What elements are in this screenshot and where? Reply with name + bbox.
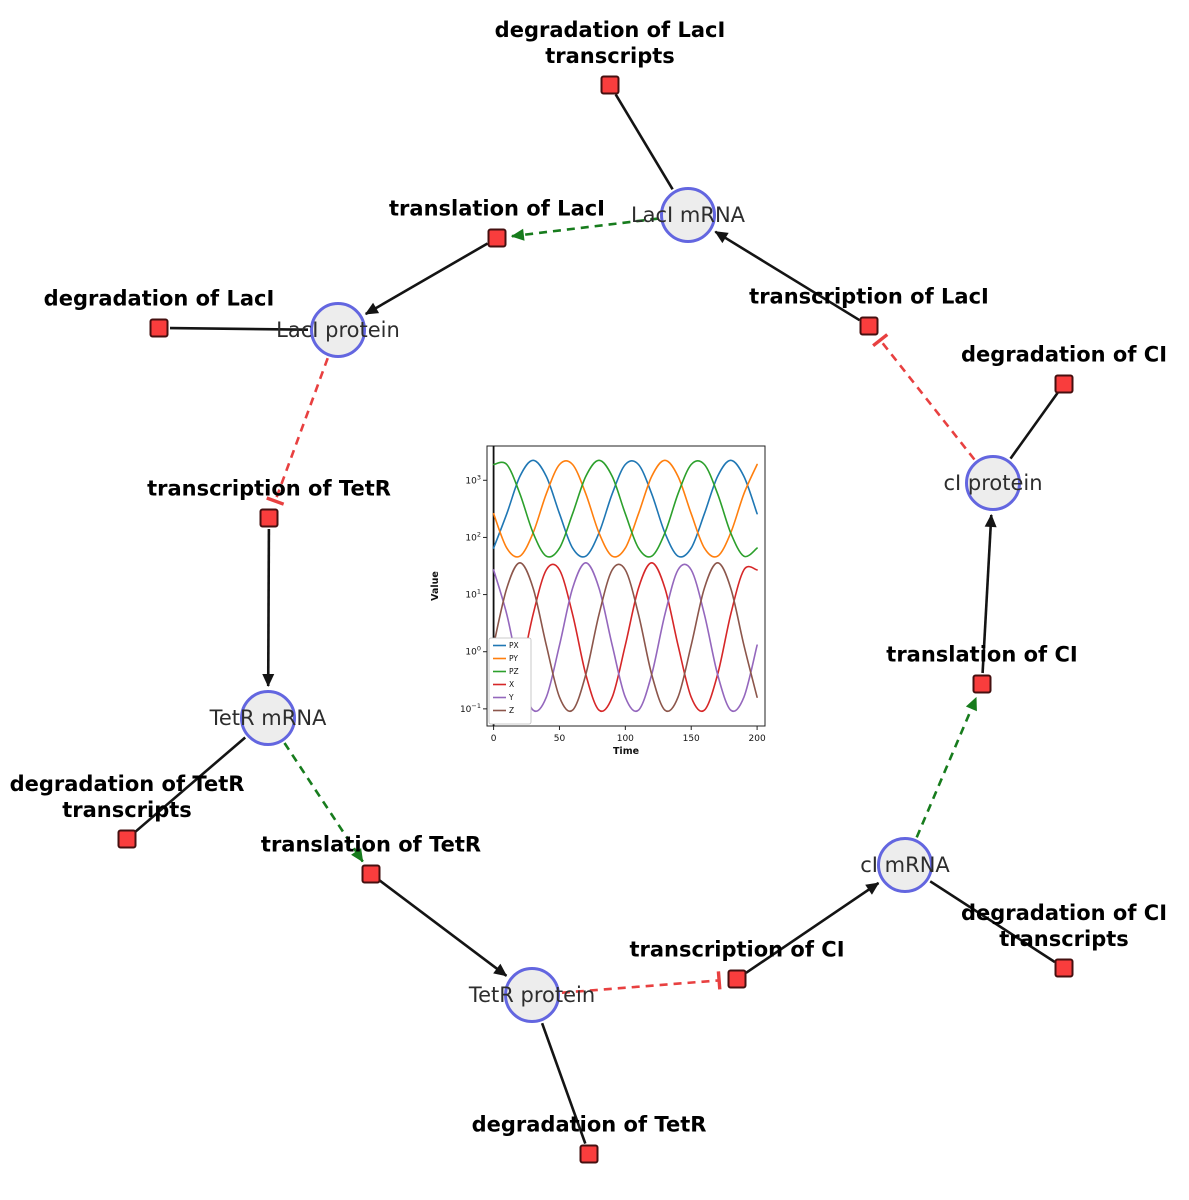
edge-tetr_mrna-deg_tetr_transcripts	[134, 736, 247, 833]
reaction-label-deg_ci_transcripts: degradation of CI transcripts	[960, 900, 1168, 951]
timeseries-inset-chart: 0 50 100 150 200 10−1 100 101 102 103 Time Value PX P…	[425, 438, 775, 760]
edge-laci_protein-transcription_tetr	[266, 357, 329, 506]
species-node-laci_mrna	[660, 187, 716, 243]
x-tick-label: 200	[749, 734, 766, 744]
x-tick-label: 100	[617, 734, 634, 744]
species-label-ci_mrna: cI mRNA	[860, 853, 950, 877]
edge-tetr_protein-transcription_ci	[561, 971, 722, 994]
reaction-node-deg_ci	[1054, 374, 1074, 394]
timeseries-plot: 0 50 100 150 200 10−1 100 101 102 103 Time Value PX P…	[430, 445, 766, 757]
edge-ci_protein-transcription_laci	[872, 333, 976, 461]
reaction-label-deg_laci: degradation of LacI	[43, 286, 275, 311]
reaction-node-deg_laci_transcripts	[600, 75, 620, 95]
series-PX	[492, 459, 758, 558]
species-label-tetr_mrna: TetR mRNA	[209, 706, 327, 730]
reaction-label-transcription_laci: transcription of LacI	[749, 284, 989, 309]
species-node-laci_protein	[310, 302, 366, 358]
edge-tetr_protein-deg_tetr	[540, 1022, 587, 1145]
reaction-node-transcription_laci	[859, 316, 879, 336]
legend-label-PZ: PZ	[509, 667, 519, 676]
species-label-tetr_protein: TetR protein	[468, 983, 596, 1007]
reaction-node-translation_tetr	[361, 864, 381, 884]
y-tick-label: 100	[465, 645, 481, 658]
species-node-ci_protein	[965, 455, 1021, 511]
edge-translation_ci-ci_protein	[981, 514, 997, 674]
reaction-node-translation_laci	[487, 228, 507, 248]
edge-ci_mrna-deg_ci_transcripts	[929, 880, 1056, 964]
y-tick-label: 102	[465, 530, 481, 543]
edge-transcription_laci-laci_mrna	[714, 230, 861, 322]
series-PY	[492, 459, 758, 558]
reaction-node-deg_laci	[149, 318, 169, 338]
reaction-label-deg_laci_transcripts: degradation of LacI transcripts	[494, 17, 726, 68]
reaction-label-deg_tetr_transcripts: degradation of TetR transcripts	[9, 771, 245, 822]
x-tick-label: 150	[683, 734, 700, 744]
edge-laci_mrna-translation_laci	[510, 217, 659, 241]
species-label-ci_protein: cI protein	[943, 471, 1043, 495]
reaction-label-transcription_ci: transcription of CI	[629, 937, 845, 962]
legend-label-PY: PY	[509, 654, 518, 663]
y-axis-label: Value	[430, 571, 441, 601]
reaction-label-translation_laci: translation of LacI	[389, 196, 605, 221]
y-tick-label: 101	[465, 588, 481, 601]
reaction-label-translation_ci: translation of CI	[886, 642, 1078, 667]
species-node-tetr_protein	[504, 967, 560, 1023]
species-node-tetr_mrna	[240, 690, 296, 746]
reaction-node-transcription_tetr	[259, 508, 279, 528]
edge-tetr_mrna-translation_tetr	[283, 742, 364, 863]
reaction-label-transcription_tetr: transcription of TetR	[147, 476, 391, 501]
edge-transcription_tetr-tetr_mrna	[262, 528, 275, 687]
edge-laci_mrna-deg_laci_transcripts	[614, 93, 674, 190]
x-tick-label: 0	[491, 734, 497, 744]
edge-ci_mrna-translation_ci	[915, 696, 978, 838]
x-axis-label: Time	[613, 746, 639, 757]
reaction-label-deg_ci: degradation of CI	[960, 342, 1168, 367]
reaction-label-deg_tetr: degradation of TetR	[471, 1112, 707, 1137]
species-node-ci_mrna	[877, 837, 933, 893]
legend-label-X: X	[509, 680, 514, 689]
axes-frame	[486, 445, 766, 727]
edge-translation_laci-laci_protein	[364, 242, 489, 316]
species-label-laci_mrna: LacI mRNA	[630, 203, 746, 227]
y-tick-label: 103	[465, 473, 481, 486]
series-Y	[492, 562, 758, 713]
series-X	[492, 562, 758, 713]
reaction-node-translation_ci	[972, 674, 992, 694]
species-label-laci_protein: LacI protein	[276, 318, 400, 342]
legend-box	[488, 637, 532, 725]
edge-laci_protein-deg_laci	[169, 326, 309, 331]
reaction-label-translation_tetr: translation of TetR	[260, 832, 482, 857]
legend-label-Z: Z	[509, 706, 514, 715]
reaction-node-deg_tetr	[579, 1144, 599, 1164]
legend-label-PX: PX	[509, 641, 519, 650]
x-tick-label: 50	[554, 734, 566, 744]
reaction-node-transcription_ci	[727, 969, 747, 989]
reaction-node-deg_tetr_transcripts	[117, 829, 137, 849]
edge-translation_tetr-tetr_protein	[379, 879, 508, 977]
edge-ci_protein-deg_ci	[1009, 392, 1059, 460]
series-PZ	[492, 459, 758, 558]
legend-label-Y: Y	[508, 693, 514, 702]
series-Z	[492, 562, 758, 713]
y-tick-label: 10−1	[460, 702, 481, 715]
edge-transcription_ci-ci_mrna	[745, 881, 880, 974]
reaction-node-deg_ci_transcripts	[1054, 958, 1074, 978]
